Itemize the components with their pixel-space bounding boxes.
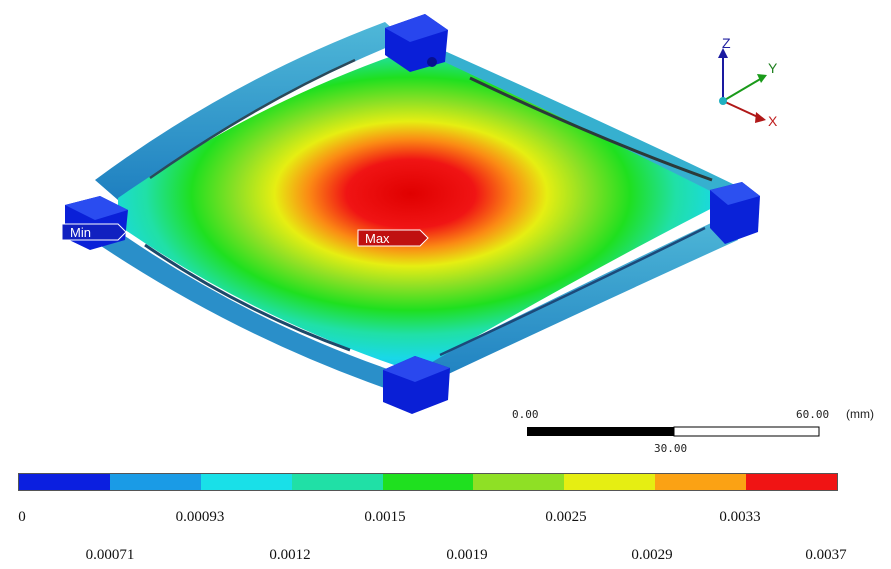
corner-block-bottom	[383, 356, 450, 414]
deformation-plot: Min Max Z Y X 0.00 60.00 (mm) 30.00	[61, 14, 874, 455]
z-arrow-icon	[718, 48, 728, 58]
legend-label-row1-3: 0.0025	[545, 509, 587, 525]
legend-label-row2-1: 0.0012	[269, 547, 311, 563]
x-arrow-icon	[755, 112, 766, 123]
scale-end-label: 60.00	[796, 408, 829, 421]
y-arrow-icon	[757, 74, 767, 83]
axis-y-label: Y	[768, 60, 778, 76]
corner-block-right	[710, 182, 760, 244]
legend-swatch-6	[564, 474, 656, 490]
scale-unit-label: (mm)	[846, 407, 874, 421]
legend-swatch-2	[200, 474, 292, 490]
max-label: Max	[365, 231, 390, 246]
legend-label-row2-4: 0.0037	[805, 547, 847, 563]
legend-swatch-8	[746, 474, 838, 490]
axis-x-label: X	[768, 113, 778, 129]
min-probe: Min	[61, 223, 127, 241]
coordinate-triad: Z Y X	[718, 35, 778, 129]
legend-swatch-0	[19, 474, 110, 490]
legend-label-row1-4: 0.0033	[719, 509, 761, 525]
legend-label-row1-0: 0	[18, 509, 26, 525]
slot-bottom-left	[144, 243, 351, 352]
slot-top-left	[149, 58, 356, 180]
legend-label-row2-0: 0.00071	[85, 547, 135, 563]
scale-start-label: 0.00	[512, 408, 539, 421]
legend-swatch-1	[109, 474, 201, 490]
legend-label-row1-2: 0.0015	[364, 509, 406, 525]
scale-mid-label: 30.00	[654, 442, 687, 455]
legend-label-row2-2: 0.0019	[446, 547, 488, 563]
rail-back-left	[95, 22, 405, 200]
legend-swatch-7	[655, 474, 747, 490]
rail-front-right	[420, 215, 738, 385]
scale-bar: 0.00 60.00 (mm) 30.00	[512, 407, 874, 455]
plate-surface	[118, 48, 728, 372]
slot-top-right	[469, 76, 713, 182]
slot-bottom-right	[439, 226, 706, 357]
legend-label-row1-1: 0.00093	[175, 509, 225, 525]
max-probe: Max	[357, 229, 429, 247]
legend-swatch-3	[291, 474, 383, 490]
legend-swatch-4	[382, 474, 474, 490]
corner-block-top	[385, 14, 448, 72]
legend-label-row2-3: 0.0029	[631, 547, 673, 563]
legend-swatch-5	[473, 474, 565, 490]
rail-back-right	[420, 40, 735, 205]
color-legend-bar	[18, 473, 838, 491]
rail-front-left	[92, 215, 405, 395]
min-label: Min	[70, 225, 91, 240]
axis-z-label: Z	[722, 35, 731, 51]
